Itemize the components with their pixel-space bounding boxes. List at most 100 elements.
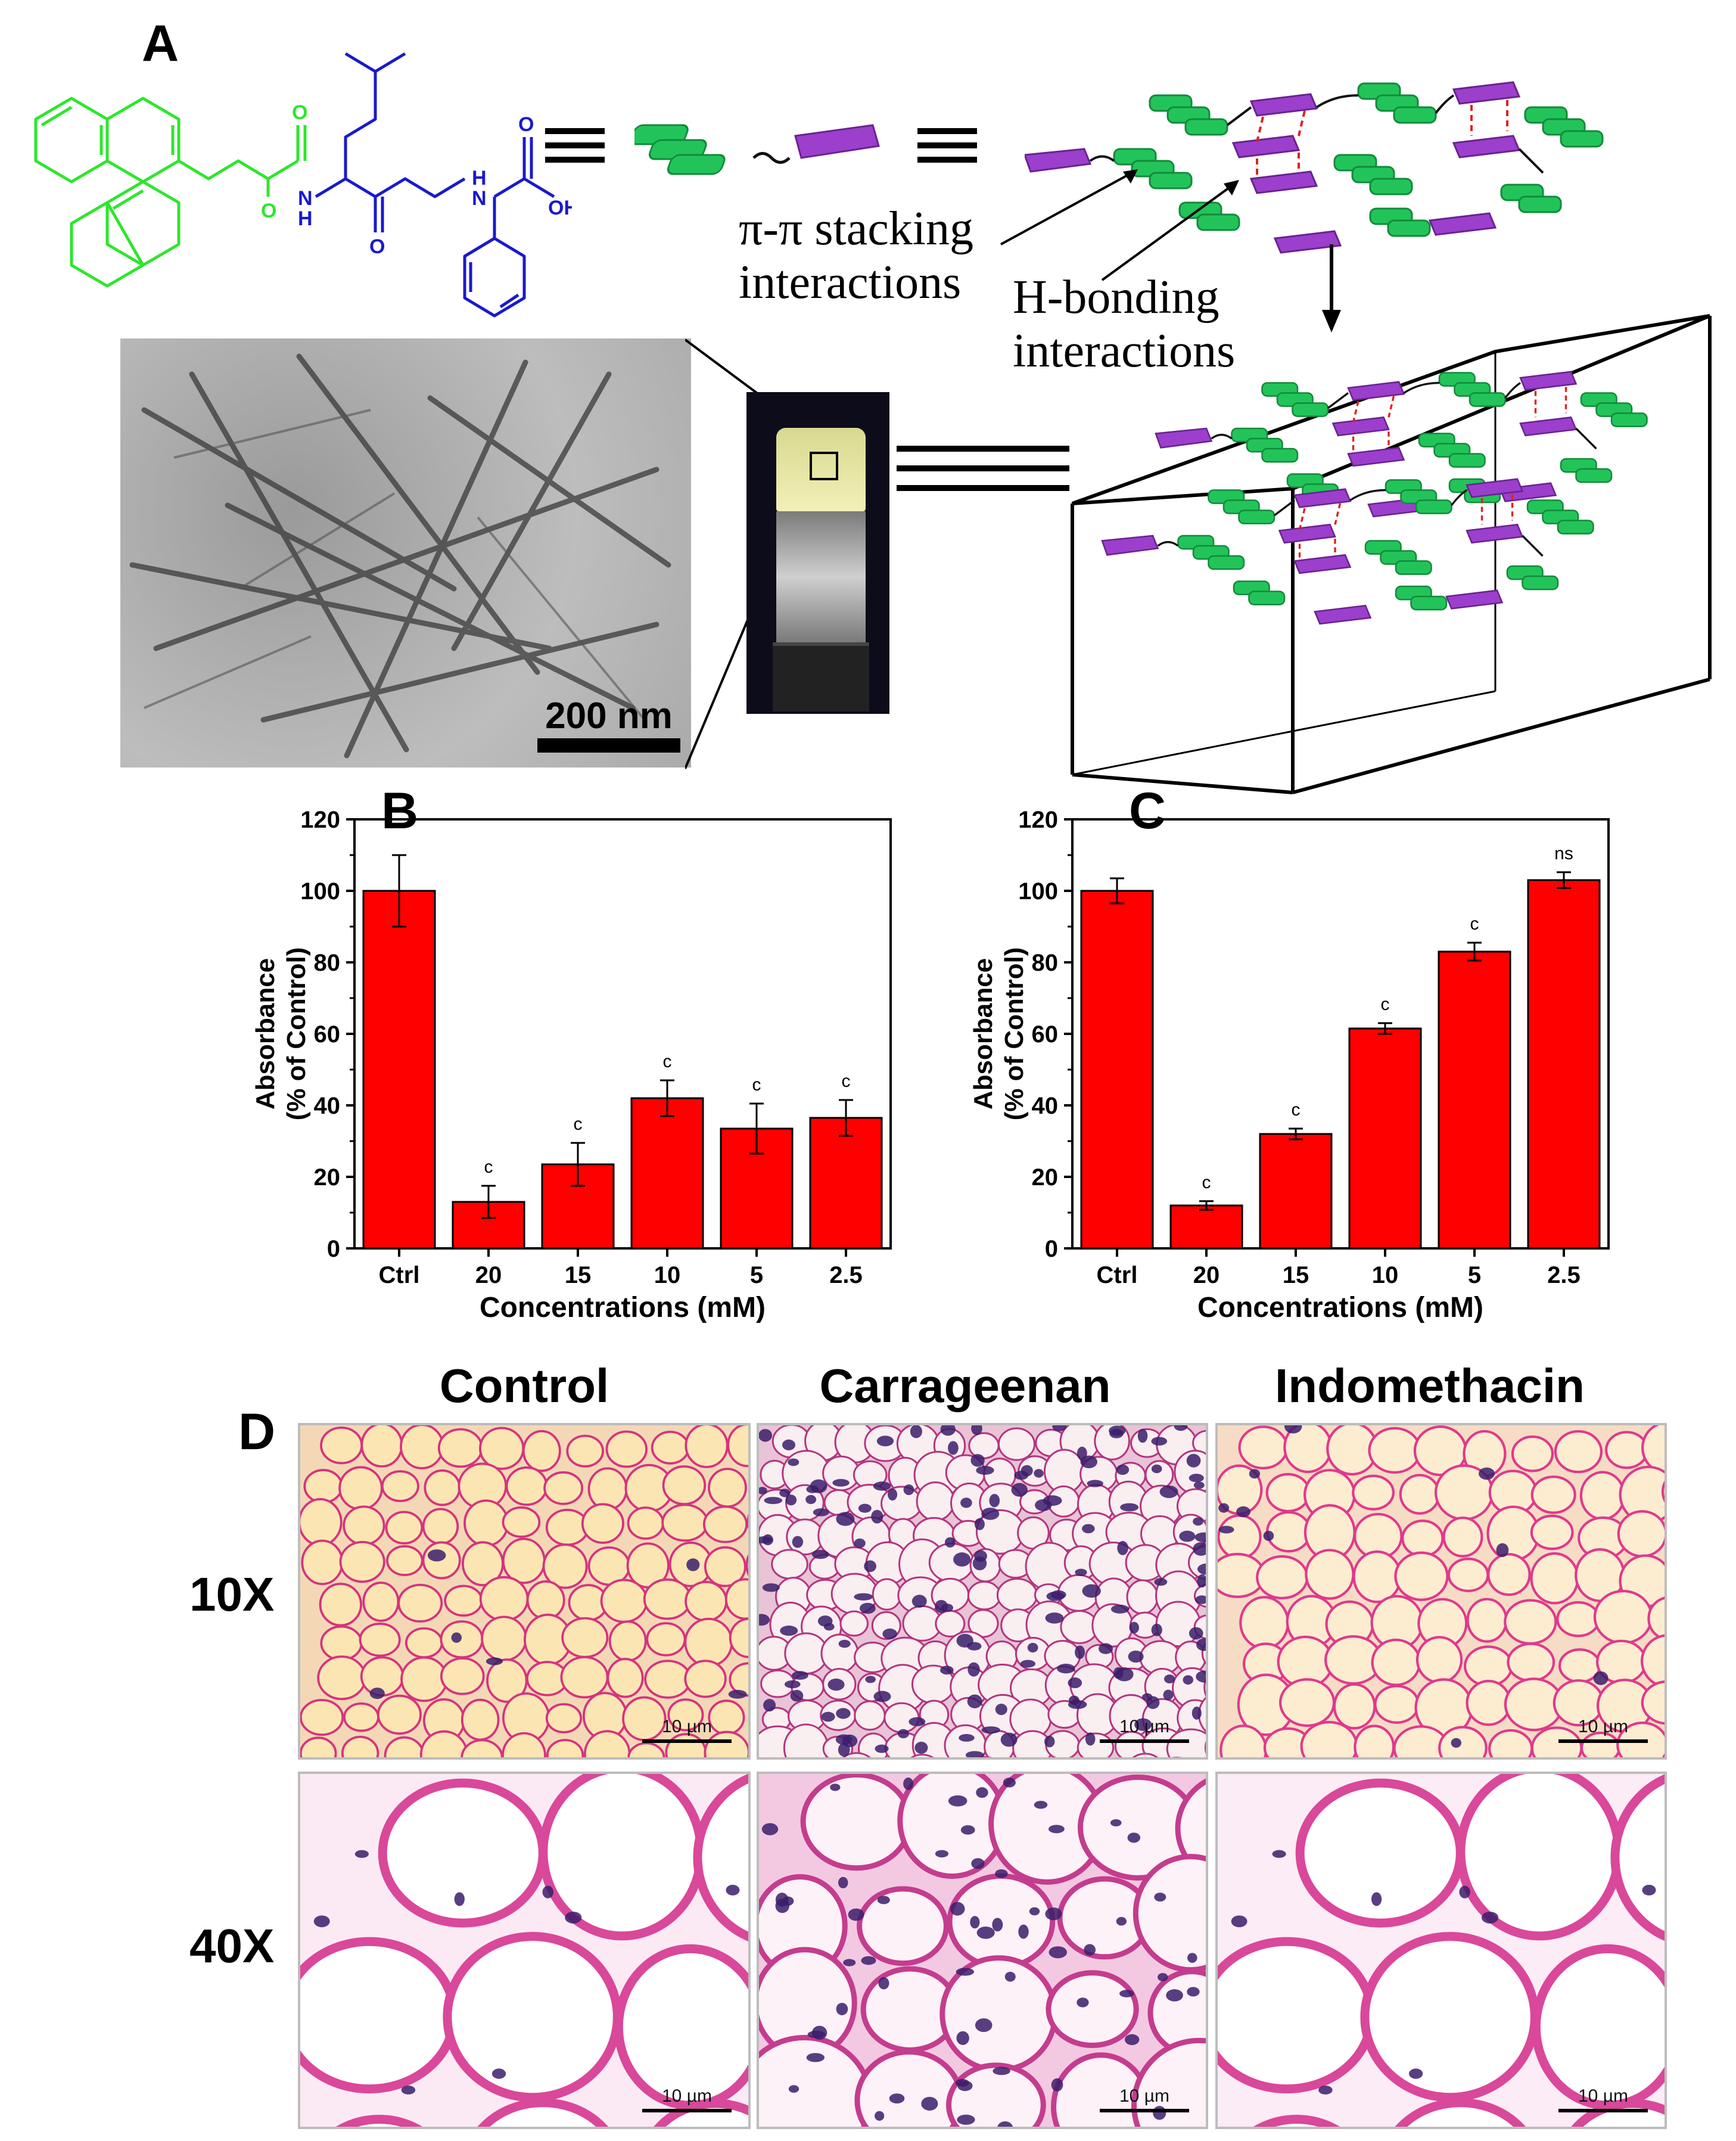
nucleus — [1284, 1425, 1302, 1434]
adipocyte-cell — [996, 1578, 1038, 1612]
nucleus — [903, 1484, 914, 1495]
adipocyte-cell — [606, 1658, 644, 1698]
nucleus — [1075, 1568, 1087, 1576]
nucleus — [1003, 1778, 1016, 1788]
nucleus — [813, 1508, 829, 1517]
nucleus — [486, 1657, 503, 1665]
nucleus — [1134, 1718, 1152, 1731]
nucleus — [785, 1494, 797, 1506]
adipocyte-cell — [749, 1732, 751, 1760]
tem-scale-bar: 200 nm — [537, 695, 680, 753]
nucleus — [728, 1689, 747, 1699]
nucleus — [1158, 1973, 1168, 1982]
nucleus — [354, 1850, 369, 1858]
nucleus — [1137, 1428, 1148, 1443]
nucleus — [993, 2067, 1010, 2075]
nucleus — [1166, 1989, 1183, 2002]
adipocyte-cell — [644, 1660, 692, 1699]
significance-label: c — [574, 1114, 583, 1134]
scale-bar: 10 µm — [1558, 2086, 1648, 2112]
adipocyte-cell — [300, 1937, 459, 2094]
nucleus — [957, 2114, 975, 2125]
nucleus — [1087, 1480, 1103, 1487]
nucleus — [959, 1734, 975, 1742]
adipocyte-cell — [605, 1430, 648, 1468]
nucleus — [1174, 1425, 1188, 1431]
adipocyte-cell — [1265, 1473, 1311, 1513]
nucleus — [1154, 1893, 1166, 1902]
x-tick-label: 15 — [565, 1262, 592, 1288]
nucleus — [1029, 1907, 1040, 1916]
nucleus — [882, 1629, 898, 1639]
x-tick-label: Ctrl — [379, 1262, 420, 1288]
adipocyte-cell — [759, 2035, 873, 2127]
bar — [1527, 879, 1601, 1250]
nucleus — [1129, 1621, 1139, 1634]
nucleus — [971, 1858, 985, 1869]
adipocyte-cell — [384, 1736, 425, 1757]
nucleus — [1189, 1627, 1203, 1640]
adipocyte-cell — [440, 1620, 484, 1659]
nucleus — [976, 1926, 995, 1939]
nucleus — [1052, 1425, 1067, 1431]
adipocyte-cell — [317, 1655, 367, 1701]
row-label-10x: 10X — [189, 1568, 275, 1621]
nucleus — [1187, 1953, 1197, 1963]
fmoc-leu-phe-structure: O O N H O N H O OH — [34, 52, 572, 318]
nucleus — [1479, 1467, 1495, 1480]
adipocyte-cell — [561, 1617, 609, 1658]
nucleus — [1196, 1638, 1206, 1651]
nucleus — [871, 1509, 883, 1524]
adipocyte-cell — [461, 1739, 503, 1757]
nucleus — [1084, 1944, 1096, 1956]
adipocyte-cell — [608, 1620, 647, 1662]
adipocyte-cell — [839, 1610, 869, 1637]
adipocyte-cell — [1058, 1758, 1103, 1760]
x-tick-label: 20 — [475, 1262, 502, 1288]
adipocyte-cell — [1647, 1596, 1665, 1640]
nucleus — [992, 1918, 1003, 1932]
adipocyte-cell — [1530, 1552, 1579, 1605]
adipocyte-cell — [1530, 1514, 1574, 1550]
nucleus — [1043, 1495, 1062, 1506]
bar — [630, 1097, 704, 1250]
nucleus — [1151, 1464, 1162, 1474]
y-axis-label: Absorbance (% of Control) — [251, 947, 311, 1121]
adipocyte-cell — [1153, 1758, 1200, 1760]
adipocyte-cell — [440, 1657, 485, 1695]
adipocyte-cell — [704, 1546, 746, 1587]
adipocyte-cell — [643, 1578, 692, 1620]
micrograph-control-40x: 10 µm — [298, 1772, 751, 2129]
significance-label: c — [1202, 1173, 1211, 1192]
adipocyte-cell — [542, 1543, 588, 1589]
y-tick-label: 120 — [1018, 807, 1058, 833]
adipocyte-cell — [685, 1580, 728, 1622]
adipocyte-cell — [820, 1633, 859, 1673]
adipocyte-cell — [967, 1580, 1001, 1611]
nucleus — [726, 1884, 740, 1895]
x-tick-label: 10 — [1372, 1262, 1399, 1288]
adipocyte-cell — [1368, 1427, 1421, 1474]
y-axis-label-line2: (% of Control) — [282, 947, 311, 1121]
y-tick-label: 120 — [300, 807, 340, 833]
pi-stacking-label: π-π stacking interactions — [739, 203, 974, 309]
nucleus — [1020, 1660, 1036, 1668]
nucleus — [1056, 1664, 1075, 1674]
adipocyte-cell — [1155, 1601, 1201, 1648]
adipocyte-cell — [842, 1752, 871, 1757]
nucleus — [1069, 1695, 1079, 1705]
adipocyte-cell — [1466, 1598, 1508, 1643]
adipocyte-cell — [587, 1467, 628, 1511]
y-tick-label: 0 — [1045, 1236, 1058, 1262]
adipocyte-cell — [360, 1425, 403, 1468]
chart-c: C 0 20 40 60 80 100 120 Absorbance (% of Control)… — [969, 787, 1610, 1323]
nucleus — [823, 1623, 835, 1631]
leu-phe-peptide — [315, 52, 555, 318]
nucleus — [1496, 1543, 1509, 1558]
nucleus — [854, 1593, 873, 1601]
adipocyte-cell — [443, 1932, 622, 2102]
nucleus — [974, 1550, 987, 1562]
adipocyte-cell — [502, 1506, 541, 1538]
nucleus — [1318, 2086, 1333, 2095]
panel-d-letter: D — [238, 1403, 276, 1461]
